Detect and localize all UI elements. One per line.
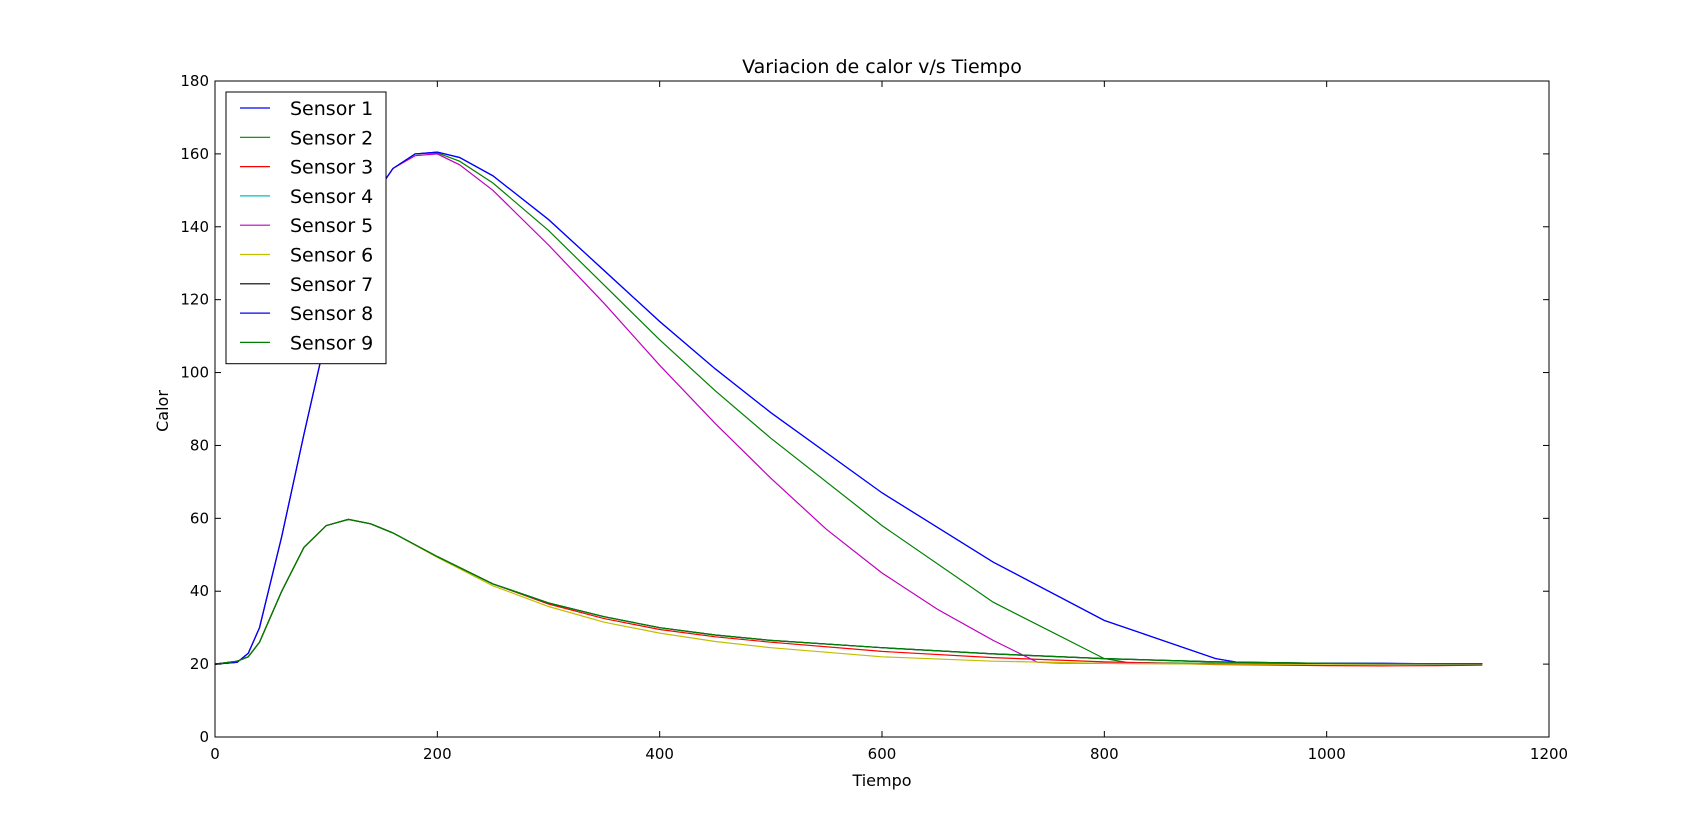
- x-tick-label-0: 0: [210, 745, 220, 763]
- series-line-9: [214, 518, 1483, 665]
- chart-title: Variacion de calor v/s Tiempo: [742, 56, 1022, 78]
- series-line-3: [214, 518, 1483, 667]
- y-axis-title: Calor: [153, 390, 172, 432]
- legend-label-5: Sensor 5: [290, 215, 373, 237]
- x-tick-label-4: 800: [1090, 745, 1119, 763]
- legend-label-2: Sensor 2: [290, 127, 373, 149]
- y-tick-label-1: 20: [190, 655, 209, 673]
- series-line-1: [214, 151, 1483, 665]
- series-line-7: [214, 518, 1483, 665]
- y-tick-label-6: 120: [180, 291, 209, 309]
- x-tick-label-3: 600: [868, 745, 897, 763]
- legend-label-1: Sensor 1: [290, 98, 373, 120]
- y-tick-label-8: 160: [180, 145, 209, 163]
- y-tick-label-3: 60: [190, 509, 209, 527]
- y-tick-label-7: 140: [180, 218, 209, 236]
- y-tick-label-4: 80: [190, 436, 209, 454]
- legend-label-7: Sensor 7: [290, 274, 373, 296]
- legend: Sensor 1 Sensor 2 Sensor 3 Sensor 4 Sensor 5…: [225, 91, 387, 365]
- x-tick-label-1: 200: [423, 745, 452, 763]
- legend-label-4: Sensor 4: [290, 186, 373, 208]
- series-line-8: [214, 151, 1483, 665]
- y-tick-label-2: 40: [190, 582, 209, 600]
- series-line-4: [214, 518, 1483, 665]
- legend-label-3: Sensor 3: [290, 157, 373, 179]
- series-line-2: [214, 152, 1483, 665]
- legend-label-6: Sensor 6: [290, 245, 373, 267]
- plot-frame: [214, 80, 1550, 738]
- y-tick-label-9: 180: [180, 72, 209, 90]
- x-tick-label-6: 1200: [1530, 745, 1568, 763]
- series-group: [214, 151, 1483, 667]
- x-tick-label-2: 400: [645, 745, 674, 763]
- y-tick-label-5: 100: [180, 364, 209, 382]
- ticks-group: 0 200 400 600 800 1000 1200 0 20 40 60 80 100 120 140 1…: [180, 72, 1568, 763]
- legend-label-9: Sensor 9: [290, 332, 373, 354]
- series-line-5: [214, 153, 1483, 665]
- x-tick-label-5: 1000: [1308, 745, 1346, 763]
- y-tick-label-0: 0: [199, 728, 209, 746]
- legend-label-8: Sensor 8: [290, 303, 373, 325]
- x-axis-title: Tiempo: [851, 771, 911, 790]
- series-line-6: [214, 518, 1483, 665]
